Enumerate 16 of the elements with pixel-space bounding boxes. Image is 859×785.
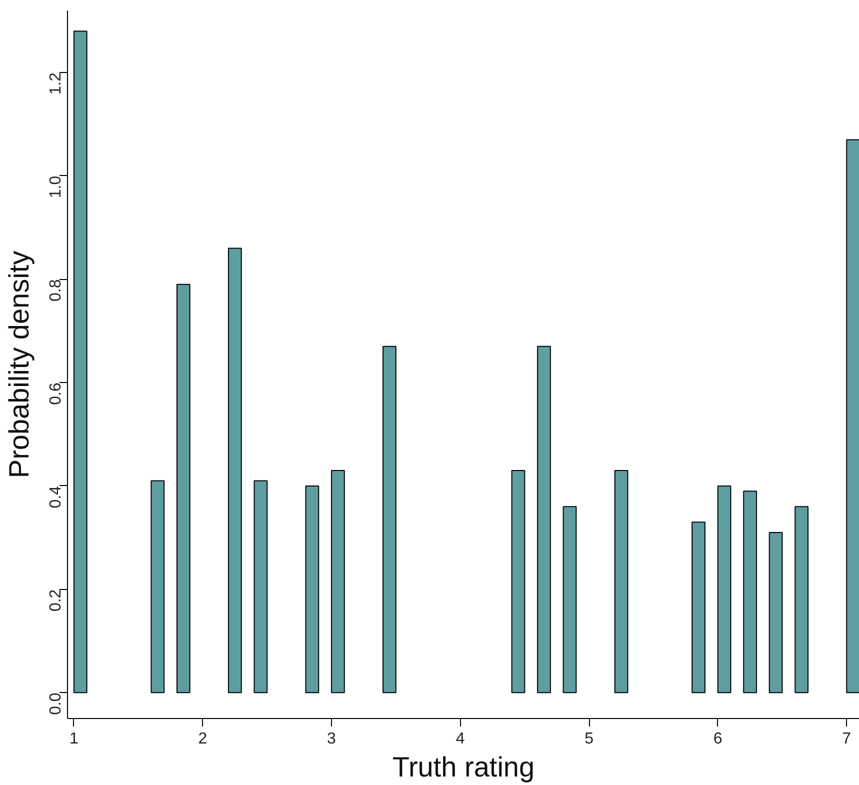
x-axis-title: Truth rating xyxy=(392,752,535,782)
y-axis-title: Probability density xyxy=(4,250,34,478)
x-tick-label: 6 xyxy=(713,730,722,748)
y-tick-label: 0.0 xyxy=(48,692,64,715)
x-tick-label: 3 xyxy=(327,730,336,748)
x-tick-label: 1 xyxy=(69,730,78,748)
y-tick-label: 1.2 xyxy=(48,72,64,95)
x-tick-label: 7 xyxy=(842,730,852,748)
y-tick-label: 0.6 xyxy=(48,382,64,405)
y-tick-label: 0.8 xyxy=(48,279,64,302)
y-tick-label: 0.2 xyxy=(48,589,64,612)
y-tick-label: 1.0 xyxy=(48,176,64,198)
x-tick-label: 5 xyxy=(584,730,594,748)
x-tick-label: 4 xyxy=(456,730,465,748)
x-tick-label: 2 xyxy=(198,730,208,748)
y-tick-label: 0.4 xyxy=(48,486,64,508)
